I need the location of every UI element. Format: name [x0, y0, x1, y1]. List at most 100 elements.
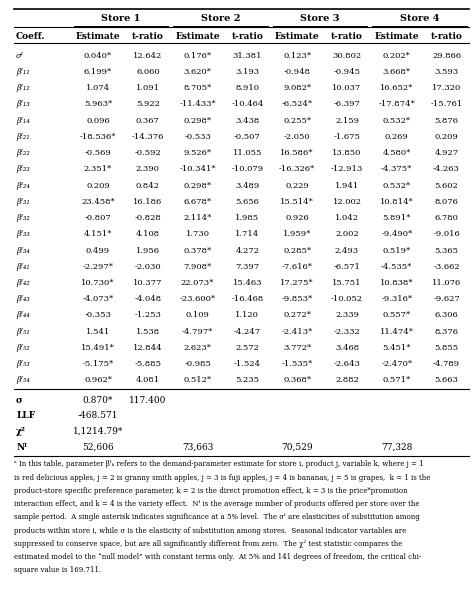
Text: 0.532*: 0.532*	[383, 182, 411, 190]
Text: -1.524: -1.524	[234, 360, 261, 368]
Text: 10.838*: 10.838*	[380, 279, 414, 287]
Text: βᴵ₄₁: βᴵ₄₁	[16, 263, 30, 271]
Text: product-store specific preference parameter, k = 2 is the direct promotion effec: product-store specific preference parame…	[14, 487, 408, 495]
Text: 0.571*: 0.571*	[383, 376, 411, 385]
Text: 9.082*: 9.082*	[283, 84, 311, 93]
Text: 3.620*: 3.620*	[183, 68, 211, 76]
Text: 7.397: 7.397	[236, 263, 259, 271]
Text: Store 1: Store 1	[101, 14, 140, 23]
Text: -9.490*: -9.490*	[381, 230, 412, 239]
Text: 0.255*: 0.255*	[283, 117, 311, 125]
Text: -2.297*: -2.297*	[82, 263, 114, 271]
Text: 31.381: 31.381	[233, 52, 262, 60]
Text: 0.368*: 0.368*	[283, 376, 311, 385]
Text: 0.499: 0.499	[86, 246, 110, 255]
Text: 2.159: 2.159	[335, 117, 359, 125]
Text: βᴵ₄₄: βᴵ₄₄	[16, 311, 30, 320]
Text: βᴵ₄₂: βᴵ₄₂	[16, 279, 30, 287]
Text: 2.339: 2.339	[335, 311, 359, 320]
Text: 1.074: 1.074	[86, 84, 110, 93]
Text: products within store i, while σ is the elasticity of substitution among stores.: products within store i, while σ is the …	[14, 526, 407, 535]
Text: 5.656: 5.656	[236, 198, 259, 206]
Text: 11.076: 11.076	[432, 279, 461, 287]
Text: -4.535*: -4.535*	[381, 263, 412, 271]
Text: 8.910: 8.910	[236, 84, 259, 93]
Text: βᴵ₁₃: βᴵ₁₃	[16, 100, 30, 109]
Text: 0.519*: 0.519*	[383, 246, 411, 255]
Text: -2.050: -2.050	[284, 133, 310, 141]
Text: 0.962*: 0.962*	[84, 376, 112, 385]
Text: βᴵ₃₂: βᴵ₃₂	[16, 214, 30, 222]
Text: 73,663: 73,663	[182, 442, 213, 451]
Text: 2.572: 2.572	[236, 344, 259, 352]
Text: 3.438: 3.438	[235, 117, 260, 125]
Text: -9.316*: -9.316*	[381, 295, 412, 304]
Text: 0.532*: 0.532*	[383, 117, 411, 125]
Text: 10.377: 10.377	[133, 279, 163, 287]
Text: -10.341*: -10.341*	[179, 165, 216, 174]
Text: 5.876: 5.876	[435, 117, 458, 125]
Text: -0.533: -0.533	[184, 133, 211, 141]
Text: 30.802: 30.802	[332, 52, 362, 60]
Text: 3.489: 3.489	[235, 182, 260, 190]
Text: βᴵ₂₂: βᴵ₂₂	[16, 149, 30, 157]
Text: -4.789: -4.789	[433, 360, 460, 368]
Text: -16.326*: -16.326*	[279, 165, 315, 174]
Text: 3.772*: 3.772*	[283, 344, 311, 352]
Text: -1.253: -1.253	[135, 311, 161, 320]
Text: -10.052: -10.052	[331, 295, 363, 304]
Text: -11.433*: -11.433*	[179, 100, 216, 109]
Text: 1.985: 1.985	[236, 214, 259, 222]
Text: 10.730*: 10.730*	[82, 279, 115, 287]
Text: -0.569: -0.569	[85, 149, 111, 157]
Text: 1.541: 1.541	[86, 328, 110, 336]
Text: -14.376: -14.376	[132, 133, 164, 141]
Text: -1.675: -1.675	[334, 133, 360, 141]
Text: 1.042: 1.042	[335, 214, 359, 222]
Text: 1.941: 1.941	[335, 182, 359, 190]
Text: -9.627: -9.627	[433, 295, 460, 304]
Text: 11.055: 11.055	[233, 149, 262, 157]
Text: -0.807: -0.807	[85, 214, 111, 222]
Text: 2.114*: 2.114*	[183, 214, 212, 222]
Text: -0.945: -0.945	[334, 68, 361, 76]
Text: βᴵ₅₂: βᴵ₅₂	[16, 344, 30, 352]
Text: is red delicious apples, j = 2 is granny smith apples, j = 3 is fuji apples, j =: is red delicious apples, j = 2 is granny…	[14, 474, 430, 482]
Text: -9.016: -9.016	[433, 230, 460, 239]
Text: 16.652*: 16.652*	[380, 84, 413, 93]
Text: 0.202*: 0.202*	[383, 52, 410, 60]
Text: 5.663: 5.663	[435, 376, 458, 385]
Text: 0.512*: 0.512*	[183, 376, 212, 385]
Text: 0.096: 0.096	[86, 117, 110, 125]
Text: 1.091: 1.091	[136, 84, 160, 93]
Text: 15.491*: 15.491*	[81, 344, 115, 352]
Text: Estimate: Estimate	[175, 32, 220, 41]
Text: 13.850: 13.850	[332, 149, 362, 157]
Text: 2.351*: 2.351*	[84, 165, 112, 174]
Text: 0.557*: 0.557*	[383, 311, 411, 320]
Text: 2.002: 2.002	[335, 230, 359, 239]
Text: 5.855: 5.855	[435, 344, 459, 352]
Text: 6.199*: 6.199*	[84, 68, 112, 76]
Text: Store 2: Store 2	[201, 14, 240, 23]
Text: 2.390: 2.390	[136, 165, 160, 174]
Text: 0.209: 0.209	[86, 182, 110, 190]
Text: -6.397: -6.397	[334, 100, 360, 109]
Text: 10.037: 10.037	[332, 84, 362, 93]
Text: 0.209: 0.209	[435, 133, 458, 141]
Text: Estimate: Estimate	[76, 32, 120, 41]
Text: 3.468: 3.468	[335, 344, 359, 352]
Text: 77,328: 77,328	[381, 442, 412, 451]
Text: 0.870*: 0.870*	[83, 395, 113, 404]
Text: sample period.  A single asterisk indicates significance at a 5% level.  The σᴵ : sample period. A single asterisk indicat…	[14, 513, 420, 522]
Text: 17.320: 17.320	[432, 84, 461, 93]
Text: -10.464: -10.464	[231, 100, 264, 109]
Text: -9.853*: -9.853*	[282, 295, 313, 304]
Text: -23.600*: -23.600*	[180, 295, 216, 304]
Text: 0.269: 0.269	[385, 133, 409, 141]
Text: -18.536*: -18.536*	[80, 133, 116, 141]
Text: -2.470*: -2.470*	[381, 360, 412, 368]
Text: βᴵ₄₃: βᴵ₄₃	[16, 295, 30, 304]
Text: 0.367: 0.367	[136, 117, 160, 125]
Text: βᴵ₁₁: βᴵ₁₁	[16, 68, 30, 76]
